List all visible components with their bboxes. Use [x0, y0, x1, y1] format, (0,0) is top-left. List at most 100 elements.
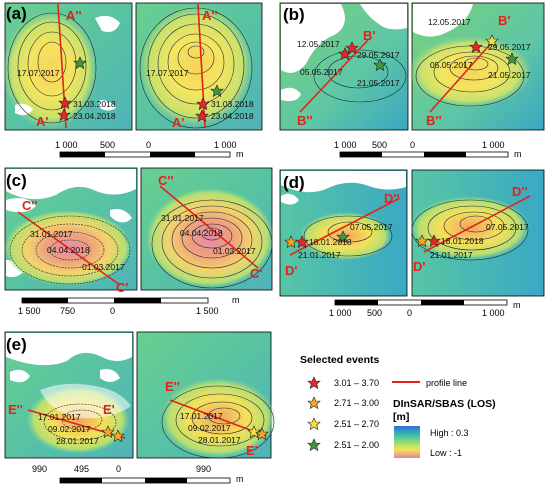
scalebar-e: 990 495 0 990 m: [32, 464, 244, 484]
orange-star-icon: [307, 396, 321, 409]
map-c-left: [4, 167, 138, 291]
panel-label-b: (b): [283, 5, 305, 24]
scalebar-tick-c-1: 750: [60, 306, 75, 316]
legend-class-0: 3.01 – 3.70: [334, 378, 379, 388]
scalebar-c: 1 500 750 0 1 500 m: [18, 295, 240, 316]
event-date-a-right-2: 23.04.2018: [211, 111, 254, 121]
scalebar-unit-e: m: [236, 474, 244, 484]
panel-a: (a) A'' A' A'' A' 17.07.2017 31.03.2018 …: [2, 2, 263, 159]
event-date-a-left-2: 23.04.2018: [73, 111, 116, 121]
panel-e: (e) E'' E' E'' E' 17.01.2017 09.02.2017 …: [4, 331, 276, 484]
event-date-c-left-0: 31.01.2017: [30, 229, 73, 239]
event-date-b-left-2: 05.05.2017: [300, 67, 343, 77]
event-date-d-right-1: 18.01.2018: [441, 236, 484, 246]
scalebar-tick-d-1: 500: [367, 308, 382, 318]
green-star-icon: [307, 438, 321, 451]
scalebar-tick-d-0: 1 000: [329, 308, 352, 318]
map-c-right: [140, 167, 274, 291]
scalebar-tick-a-0: 1 000: [55, 140, 78, 150]
colorbar: [394, 426, 420, 458]
event-date-e-right-1: 09.02.2017: [188, 423, 231, 433]
scalebar-tick-e-3: 990: [196, 464, 211, 474]
red-star-icon: [307, 376, 321, 389]
map-a-right: [135, 2, 263, 131]
profile-end-label-c-right: C'': [158, 173, 174, 188]
legend: Selected events 3.01 – 3.70 2.71 – 3.00 …: [300, 354, 496, 458]
map-a-left: [2, 2, 133, 131]
scalebar-tick-c-3: 1 500: [196, 306, 219, 316]
scalebar-b: 1 000 500 0 1 000 m: [334, 140, 522, 159]
event-date-e-left-0: 17.01.2017: [38, 412, 81, 422]
profile-end-label-b-right: B': [498, 13, 510, 28]
profile-start-label-a-left: A': [36, 114, 48, 129]
scalebar-tick-d-3: 1 000: [482, 308, 505, 318]
event-date-b-right-2: 05.05.2017: [430, 60, 473, 70]
legend-class-2: 2.51 – 2.70: [334, 419, 379, 429]
yellow-star-icon: [307, 417, 321, 430]
event-date-d-left-2: 21.01.2017: [298, 250, 341, 260]
profile-end-label-c-left: C'': [22, 198, 38, 213]
profile-start-label-a-right: A': [172, 115, 184, 130]
event-date-d-left-0: 07.05.2017: [350, 222, 393, 232]
scalebar-tick-e-1: 495: [74, 464, 89, 474]
legend-title: Selected events: [300, 354, 380, 366]
scalebar-tick-b-3: 1 000: [482, 140, 505, 150]
scalebar-unit-a: m: [236, 149, 244, 159]
event-date-b-right-3: 21.05.2017: [488, 70, 531, 80]
scalebar-tick-e-2: 0: [116, 464, 121, 474]
map-b-left: [279, 2, 409, 131]
panel-b: (b) B' B'' B' B'' 12.05.2017 29.05.2017 …: [279, 2, 545, 159]
event-date-c-left-1: 04.04.2018: [47, 245, 90, 255]
event-date-b-left-3: 21.05.2017: [357, 78, 400, 88]
profile-end-label-a-left: A'': [66, 8, 82, 23]
legend-dinsar-unit: [m]: [393, 411, 409, 423]
legend-low: Low : -1: [430, 448, 462, 458]
scalebar-d: 1 000 500 0 1 000 m: [329, 299, 521, 318]
legend-class-3: 2.51 – 2.00: [334, 440, 379, 450]
event-date-d-left-1: 18.01.2018: [309, 237, 352, 247]
profile-start-label-e-right: E'': [165, 379, 180, 394]
profile-end-label-e-right: E': [246, 443, 258, 458]
profile-end-label-a-right: A'': [202, 8, 218, 23]
map-d-right: [410, 169, 545, 297]
profile-start-label-d-right: D': [413, 259, 425, 274]
panel-label-a: (a): [6, 4, 27, 23]
profile-start-label-c-left: C': [116, 280, 128, 295]
event-date-d-right-0: 07.05.2017: [486, 222, 529, 232]
map-b-right: [408, 2, 545, 131]
scalebar-tick-a-2: 0: [146, 140, 151, 150]
event-date-b-left-0: 12.05.2017: [297, 39, 340, 49]
scalebar-tick-d-2: 0: [407, 308, 412, 318]
event-date-e-right-2: 28.01.2017: [198, 435, 241, 445]
profile-start-label-b-left: B'': [297, 113, 313, 128]
event-date-a-right-0: 17.07.2017: [146, 68, 189, 78]
panel-c: (c) C'' C' C'' C' 31.01.2017 04.04.2018 …: [4, 167, 274, 316]
profile-start-label-b-right: B'': [426, 113, 442, 128]
event-date-b-left-1: 29.05.2017: [357, 50, 400, 60]
scalebar-tick-a-3: 1 000: [214, 140, 237, 150]
event-date-d-right-2: 21.01.2017: [430, 250, 473, 260]
profile-end-label-d-left: D'': [384, 191, 400, 206]
scalebar-tick-c-0: 1 500: [18, 306, 41, 316]
scalebar-tick-b-0: 1 000: [334, 140, 357, 150]
panel-label-c: (c): [6, 171, 27, 190]
profile-start-label-e-left: E'': [8, 402, 23, 417]
event-date-e-left-2: 28.01.2017: [56, 436, 99, 446]
event-date-c-left-2: 01.03.2017: [82, 262, 125, 272]
legend-dinsar-title: DInSAR/SBAS (LOS): [393, 398, 496, 410]
scalebar-a: 1 000 500 0 1 000 m: [55, 140, 244, 159]
profile-start-label-c-right: C': [250, 266, 262, 281]
event-date-a-right-1: 31.03.2018: [211, 99, 254, 109]
panel-label-d: (d): [283, 173, 305, 192]
panel-label-e: (e): [6, 335, 27, 354]
scalebar-unit-b: m: [514, 149, 522, 159]
event-date-c-right-1: 04.04.2018: [180, 228, 223, 238]
profile-end-label-b-left: B': [363, 28, 375, 43]
scalebar-unit-d: m: [513, 300, 521, 310]
scalebar-tick-c-2: 0: [110, 306, 115, 316]
legend-profile-line: profile line: [426, 378, 467, 388]
event-date-c-right-2: 01.03.2017: [213, 246, 256, 256]
event-date-e-right-0: 17.01.2017: [180, 411, 223, 421]
scalebar-unit-c: m: [232, 295, 240, 305]
